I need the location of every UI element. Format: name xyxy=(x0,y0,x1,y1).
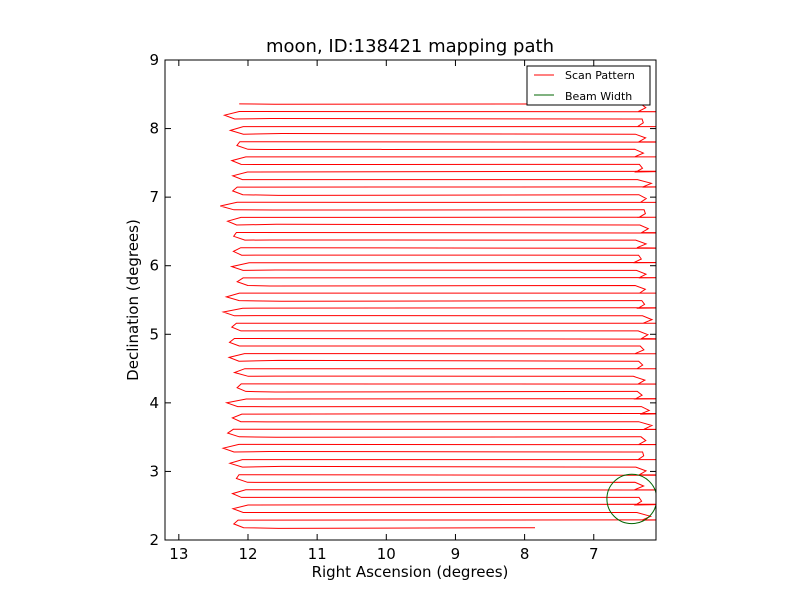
y-tick-label: 5 xyxy=(149,325,159,343)
scan-pattern-line xyxy=(220,103,656,529)
y-axis-title: Declination (degrees) xyxy=(124,219,142,381)
y-tick-label: 7 xyxy=(149,188,159,206)
y-tick-label: 6 xyxy=(149,257,159,275)
y-tick-label: 8 xyxy=(149,120,159,138)
x-tick-label: 7 xyxy=(589,545,599,563)
plot-data-layer xyxy=(220,103,656,529)
x-axis-title: Right Ascension (degrees) xyxy=(312,563,509,581)
x-tick-label: 8 xyxy=(520,545,530,563)
y-tick-label: 4 xyxy=(149,394,159,412)
legend: Scan Pattern Beam Width xyxy=(526,65,651,106)
legend-label-scan-pattern: Scan Pattern xyxy=(565,69,635,82)
plot-area-frame xyxy=(164,59,657,541)
x-tick-label: 12 xyxy=(238,545,257,563)
x-tick-label: 9 xyxy=(451,545,461,563)
x-tick-label: 11 xyxy=(308,545,327,563)
legend-label-beam-width: Beam Width xyxy=(565,90,632,103)
x-tick-label: 10 xyxy=(377,545,396,563)
axis-ticks: 13 12 11 10 9 8 7 2 3 4 5 6 7 8 9 xyxy=(149,51,656,563)
y-tick-label: 3 xyxy=(149,462,159,480)
legend-frame xyxy=(526,65,651,106)
x-tick-label: 13 xyxy=(169,545,188,563)
y-tick-label: 9 xyxy=(149,51,159,69)
chart-title: moon, ID:138421 mapping path xyxy=(266,36,554,57)
beam-width-circle xyxy=(606,473,656,525)
y-tick-label: 2 xyxy=(149,531,159,549)
